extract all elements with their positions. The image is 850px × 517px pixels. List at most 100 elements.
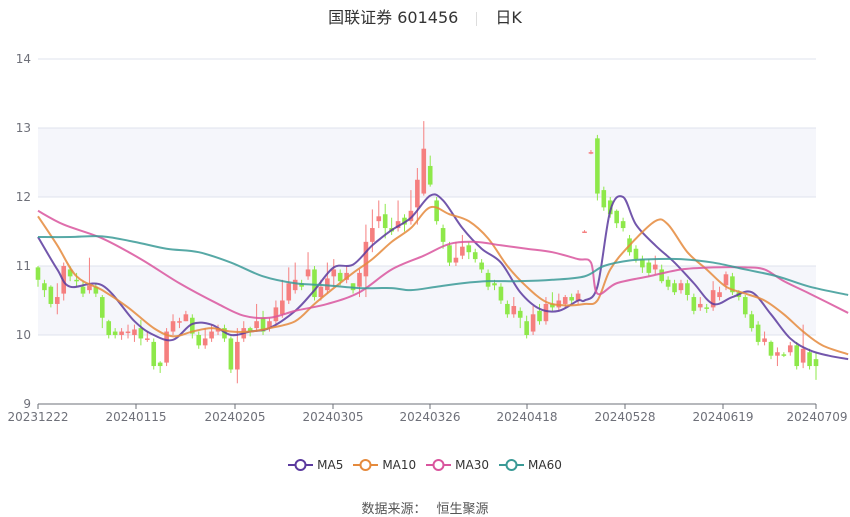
candle-body[interactable] xyxy=(646,262,652,273)
candle-body[interactable] xyxy=(145,338,150,340)
candle-body[interactable] xyxy=(357,272,362,287)
candle-body[interactable] xyxy=(132,329,137,335)
candle-body[interactable] xyxy=(710,290,716,308)
candle-body[interactable] xyxy=(325,278,330,291)
candle-body[interactable] xyxy=(730,276,735,293)
candle-body[interactable] xyxy=(318,286,324,298)
candle-body[interactable] xyxy=(550,303,555,308)
candle-body[interactable] xyxy=(196,335,202,346)
candle-body[interactable] xyxy=(260,317,266,332)
candle-body[interactable] xyxy=(170,321,176,332)
candle-body[interactable] xyxy=(112,331,118,335)
candle-body[interactable] xyxy=(755,324,761,342)
legend-item-ma10[interactable]: MA10 xyxy=(353,458,416,472)
candle-body[interactable] xyxy=(524,321,529,335)
candle-body[interactable] xyxy=(267,321,272,329)
candle-body[interactable] xyxy=(787,345,793,353)
candle-body[interactable] xyxy=(781,354,787,356)
candle-body[interactable] xyxy=(119,331,124,335)
candle-body[interactable] xyxy=(447,245,452,263)
candle-body[interactable] xyxy=(582,231,587,234)
candle-body[interactable] xyxy=(151,341,157,367)
candle-body[interactable] xyxy=(209,331,214,339)
candle-body[interactable] xyxy=(492,283,497,286)
candle-body[interactable] xyxy=(800,348,806,363)
candle-body[interactable] xyxy=(177,321,182,323)
candle-body[interactable] xyxy=(794,345,800,367)
candle-body[interactable] xyxy=(42,283,47,291)
legend-item-ma60[interactable]: MA60 xyxy=(499,458,562,472)
candle-body[interactable] xyxy=(299,283,304,287)
candle-body[interactable] xyxy=(614,210,619,224)
candle-body[interactable] xyxy=(286,283,292,301)
candle-body[interactable] xyxy=(247,328,253,332)
candle-body[interactable] xyxy=(106,321,112,335)
candle-body[interactable] xyxy=(607,200,613,215)
candle-body[interactable] xyxy=(652,264,658,270)
candle-body[interactable] xyxy=(691,297,697,311)
candle-body[interactable] xyxy=(202,338,208,346)
candle-body[interactable] xyxy=(517,310,523,318)
candle-body[interactable] xyxy=(813,359,819,367)
candle-body[interactable] xyxy=(402,217,407,225)
candle-body[interactable] xyxy=(427,165,433,185)
candle-body[interactable] xyxy=(742,297,748,315)
candle-body[interactable] xyxy=(312,269,317,298)
candle-body[interactable] xyxy=(685,283,690,295)
candle-body[interactable] xyxy=(588,152,594,154)
candle-body[interactable] xyxy=(434,200,439,222)
candle-body[interactable] xyxy=(48,286,54,304)
candle-body[interactable] xyxy=(704,307,709,309)
candle-body[interactable] xyxy=(292,279,298,291)
candle-body[interactable] xyxy=(633,248,639,260)
candle-body[interactable] xyxy=(569,297,574,301)
candle-body[interactable] xyxy=(620,221,626,229)
candle-body[interactable] xyxy=(768,341,774,356)
candle-body[interactable] xyxy=(138,328,144,339)
legend-item-ma5[interactable]: MA5 xyxy=(288,458,343,472)
candle-body[interactable] xyxy=(376,216,382,222)
candle-body[interactable] xyxy=(807,352,812,367)
candle-body[interactable] xyxy=(601,190,607,208)
candle-body[interactable] xyxy=(125,331,131,334)
candle-body[interactable] xyxy=(190,317,195,334)
candle-body[interactable] xyxy=(562,297,568,304)
candle-body[interactable] xyxy=(80,286,86,294)
candle-body[interactable] xyxy=(723,274,729,286)
candle-body[interactable] xyxy=(749,314,755,329)
candle-body[interactable] xyxy=(678,283,684,291)
candle-body[interactable] xyxy=(505,303,510,315)
candle-body[interactable] xyxy=(157,362,163,367)
candle-body[interactable] xyxy=(595,138,600,194)
candle-body[interactable] xyxy=(421,148,427,194)
candle-body[interactable] xyxy=(697,303,703,308)
candle-body[interactable] xyxy=(530,314,536,332)
candle-body[interactable] xyxy=(228,338,234,370)
candle-body[interactable] xyxy=(331,269,337,277)
candle-body[interactable] xyxy=(466,245,472,253)
candle-body[interactable] xyxy=(93,286,99,294)
candle-body[interactable] xyxy=(183,314,189,322)
kline-chart[interactable]: 9 10 11 12 13 14 20231222 20240115 20240205 20240… xyxy=(0,0,850,450)
candle-body[interactable] xyxy=(344,272,349,280)
candle-body[interactable] xyxy=(440,228,446,242)
candle-body[interactable] xyxy=(164,331,169,363)
candle-body[interactable] xyxy=(235,341,240,370)
legend-item-ma30[interactable]: MA30 xyxy=(426,458,489,472)
candle-body[interactable] xyxy=(54,297,60,304)
candle-body[interactable] xyxy=(498,286,504,301)
candle-body[interactable] xyxy=(672,283,677,293)
candle-body[interactable] xyxy=(74,279,79,282)
candle-body[interactable] xyxy=(485,272,491,287)
candle-body[interactable] xyxy=(665,279,671,287)
candle-body[interactable] xyxy=(537,310,542,322)
candle-body[interactable] xyxy=(415,179,420,208)
candle-body[interactable] xyxy=(543,303,549,322)
candle-body[interactable] xyxy=(370,228,375,242)
candle-body[interactable] xyxy=(640,259,645,268)
candle-body[interactable] xyxy=(87,285,92,291)
candle-body[interactable] xyxy=(408,210,414,222)
candle-body[interactable] xyxy=(67,269,73,277)
candle-body[interactable] xyxy=(305,269,311,277)
candle-body[interactable] xyxy=(395,221,401,229)
